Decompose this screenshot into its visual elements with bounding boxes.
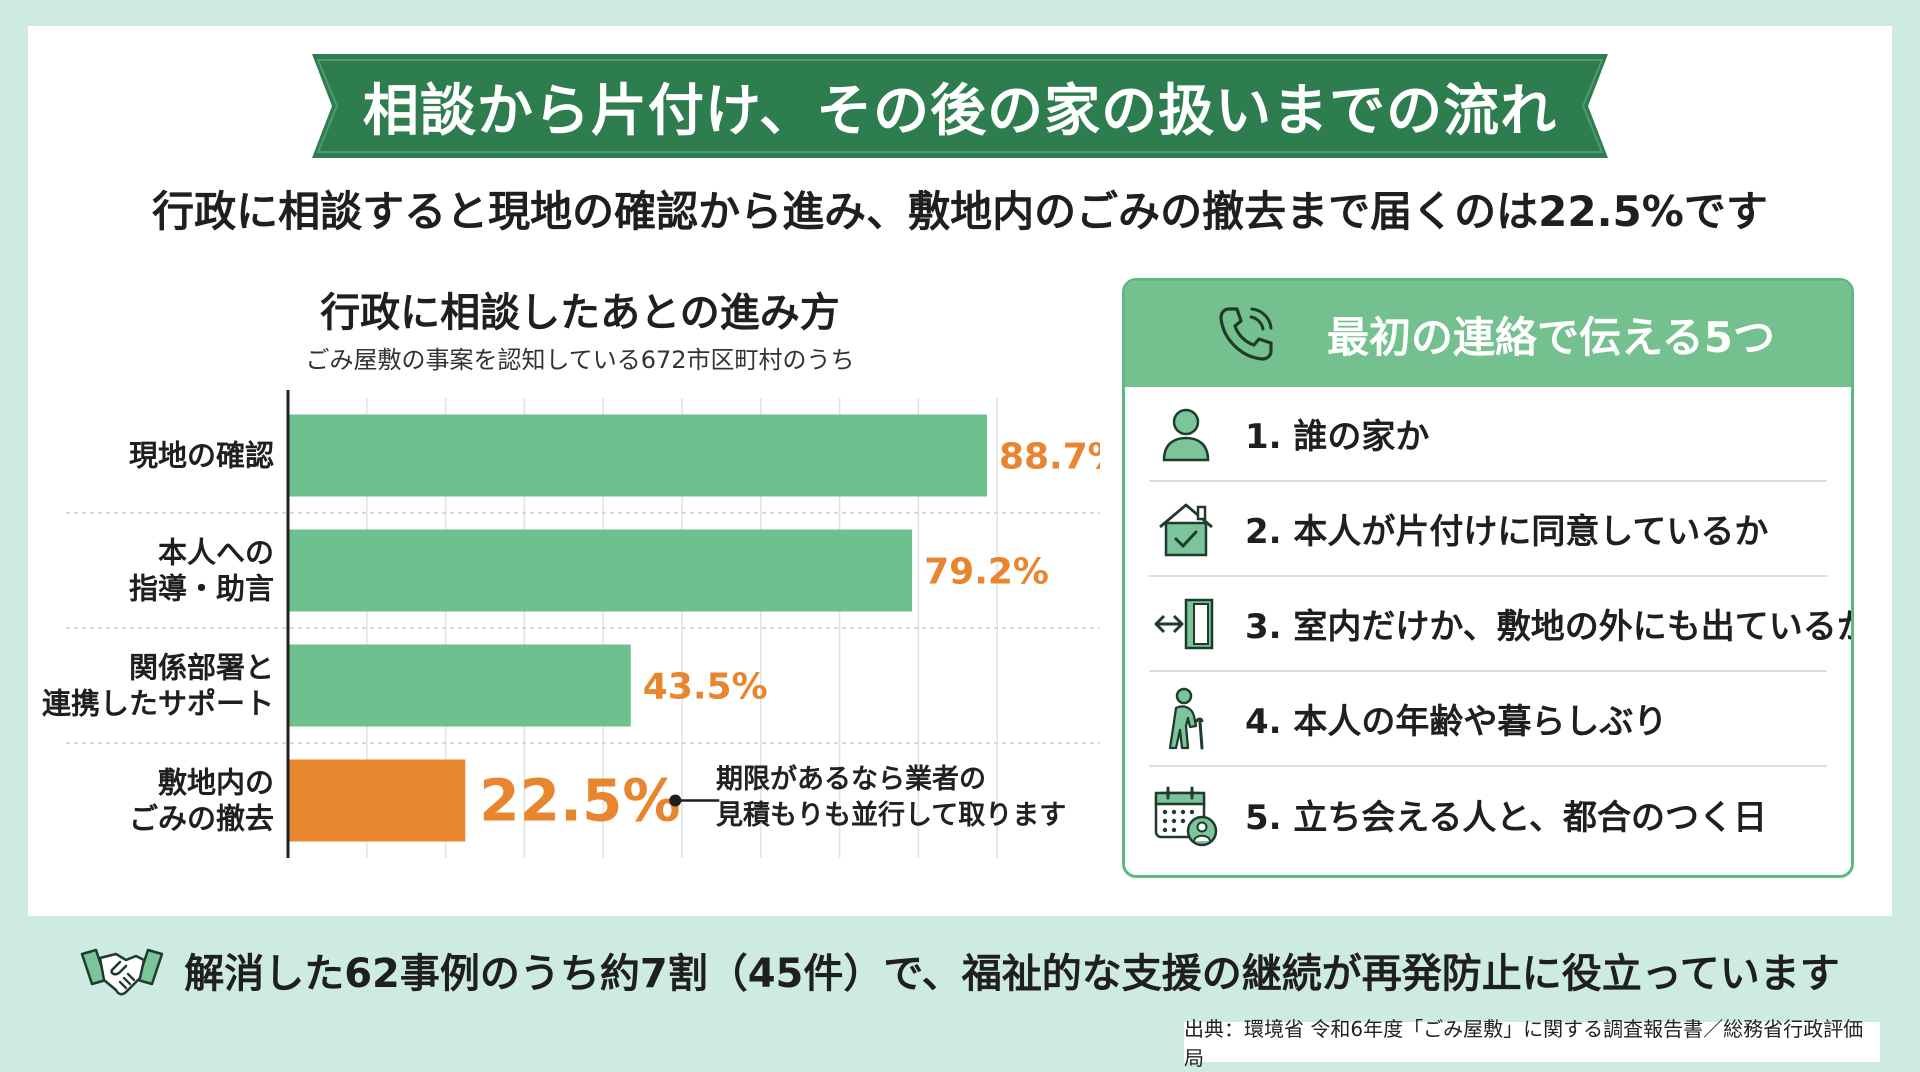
annotation-line-1: 期限があるなら業者の xyxy=(716,764,986,795)
value-label: 43.5% xyxy=(643,667,768,708)
list-item-label: 4. 本人の年齢や暮らしぶり xyxy=(1245,702,1668,742)
panel-title: 最初の連絡で伝える5つ xyxy=(1327,312,1775,362)
chart-title: 行政に相談したあとの進み方 xyxy=(320,290,840,336)
value-label: 22.5% xyxy=(479,767,680,835)
chart-subtitle: ごみ屋敷の事案を認知している672市区町村のうち xyxy=(305,346,855,374)
bar xyxy=(288,414,987,497)
chart-annotation: 期限があるなら業者の 見積もりも並行して取ります xyxy=(716,762,1096,834)
source-note: 出典：環境省 令和6年度「ごみ屋敷」に関する調査報告書／総務省行政評価局 xyxy=(1184,1017,1880,1070)
list-item-label: 1. 誰の家か xyxy=(1245,417,1430,457)
list-item-label: 3. 室内だけか、敷地の外にも出ているか xyxy=(1245,607,1854,647)
category-label: 関係部署と xyxy=(129,651,274,685)
category-label: 指導・助言 xyxy=(129,572,274,606)
category-label: 現地の確認 xyxy=(129,439,274,473)
list-item: 5. 立ち会える人と、都合のつく日 xyxy=(1149,767,1827,862)
handshake-icon xyxy=(80,948,164,996)
banner-ribbon xyxy=(312,54,1608,158)
headline: 行政に相談すると現地の確認から進み、敷地内のごみの撤去まで届くのは22.5%です xyxy=(152,187,1768,236)
value-label: 79.2% xyxy=(924,552,1049,593)
calendar-person-icon xyxy=(1149,780,1223,850)
bottom-text: 解消した62事例のうち約7割（45件）で、福祉的な支援の継続が再発防止に役立って… xyxy=(184,951,1840,997)
person-icon xyxy=(1149,399,1223,469)
list-item-label: 2. 本人が片付けに同意しているか xyxy=(1245,512,1769,552)
category-label: 連携したサポート xyxy=(42,687,274,721)
panel-header: 最初の連絡で伝える5つ xyxy=(1125,281,1851,387)
list-item: 3. 室内だけか、敷地の外にも出ているか xyxy=(1149,577,1851,672)
list-item: 2. 本人が片付けに同意しているか xyxy=(1149,482,1827,577)
page-title: 相談から片付け、その後の家の扱いまでの流れ xyxy=(362,78,1558,144)
bottom-message: 解消した62事例のうち約7割（45件）で、福祉的な支援の継続が再発防止に役立って… xyxy=(28,930,1892,1010)
elderly-icon xyxy=(1149,684,1223,754)
checklist-panel: 最初の連絡で伝える5つ 1. 誰の家か 2. 本人が片付けに同意してい xyxy=(1122,278,1854,878)
bar xyxy=(288,529,913,612)
door-exit-icon xyxy=(1149,589,1223,659)
category-label: 本人への xyxy=(158,536,274,570)
annotation-line-2: 見積もりも並行して取ります xyxy=(716,800,1067,831)
title-banner: 相談から片付け、その後の家の扱いまでの流れ xyxy=(312,54,1608,158)
phone-icon xyxy=(1219,307,1273,361)
bar xyxy=(288,644,631,727)
category-label: ごみの撤去 xyxy=(129,802,274,836)
list-item: 4. 本人の年齢や暮らしぶり xyxy=(1149,672,1827,767)
value-label: 88.7% xyxy=(999,437,1100,478)
list-item-label: 5. 立ち会える人と、都合のつく日 xyxy=(1245,798,1768,838)
house-check-icon xyxy=(1149,494,1223,564)
checklist: 1. 誰の家か 2. 本人が片付けに同意しているか xyxy=(1125,387,1851,862)
category-label: 敷地内の xyxy=(158,766,274,800)
list-item: 1. 誰の家か xyxy=(1149,387,1827,482)
bar xyxy=(288,759,466,842)
